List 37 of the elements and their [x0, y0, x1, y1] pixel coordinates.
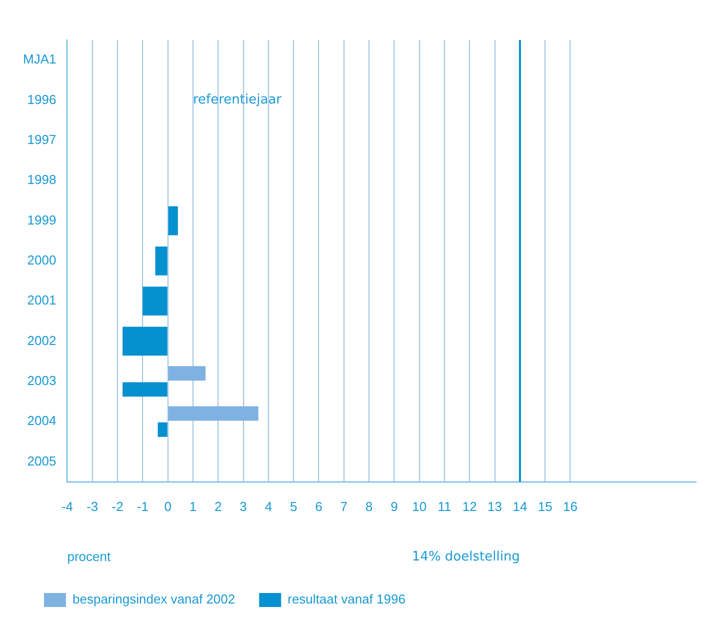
x-tick-label: 2: [214, 499, 222, 514]
y-tick-label: 2003: [27, 372, 56, 388]
x-tick-label: 13: [488, 499, 502, 514]
legend-label: resultaat vanaf 1996: [288, 592, 406, 607]
x-tick-label: -1: [136, 499, 148, 514]
y-tick-label: 2005: [27, 453, 56, 468]
x-tick-label: -4: [61, 499, 74, 514]
x-tick-label: -3: [86, 499, 98, 514]
y-tick-label: 2001: [27, 292, 56, 308]
x-tick-label: 14: [512, 499, 528, 514]
y-tick-label: 1999: [27, 212, 56, 228]
y-tick-label: MJA1: [22, 52, 56, 67]
x-tick-label: 6: [315, 499, 322, 514]
legend-label: besparingsindex vanaf 2002: [72, 592, 236, 607]
y-tick-label: 2000: [27, 252, 56, 268]
x-tick-label: 1: [189, 499, 197, 514]
y-tick-label: 2002: [27, 332, 56, 348]
y-tick-label: 1998: [27, 172, 56, 188]
x-tick-label: 9: [390, 499, 398, 514]
x-tick-label: 5: [290, 499, 298, 514]
x-tick-label: 11: [438, 499, 452, 514]
x-tick-label: 4: [264, 499, 272, 514]
ref-line-label: 14% doelstelling: [412, 549, 520, 564]
x-tick-label: 10: [412, 499, 427, 514]
annotation: referentiejaar: [192, 92, 282, 108]
x-tick-label: 16: [563, 499, 578, 514]
x-axis-title: procent: [67, 548, 111, 564]
x-tick-label: 15: [538, 499, 552, 514]
y-tick-label: 2004: [27, 413, 56, 428]
x-tick-label: 12: [462, 499, 477, 514]
x-tick-label: 0: [164, 499, 172, 514]
x-tick-label: 7: [340, 499, 348, 514]
x-tick-label: 8: [365, 499, 373, 514]
y-tick-label: 1996: [27, 92, 56, 107]
x-tick-label: -2: [112, 499, 124, 514]
y-tick-label: 1997: [27, 132, 56, 147]
x-tick-label: 3: [240, 499, 247, 514]
